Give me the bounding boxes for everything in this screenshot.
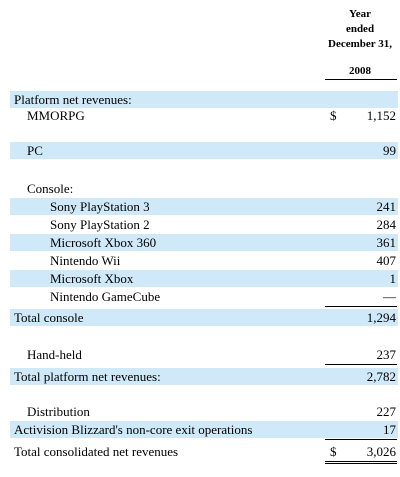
console-item-value: 284 xyxy=(376,217,397,232)
section-platform-label: Platform net revenues: xyxy=(14,92,132,107)
total-consolidated-value: 3,026 xyxy=(366,444,396,459)
pc-value: 99 xyxy=(383,143,396,158)
console-item-label: Sony PlayStation 2 xyxy=(50,217,150,232)
total-console-label: Total console xyxy=(14,310,84,325)
row-band xyxy=(10,421,398,438)
row-band xyxy=(10,198,398,215)
section-console-label: Console: xyxy=(27,181,74,196)
console-item-label: Nintendo Wii xyxy=(50,253,121,268)
console-item-label: Sony PlayStation 3 xyxy=(50,199,150,214)
row-band xyxy=(10,142,398,159)
pc-label: PC xyxy=(27,143,43,158)
console-item-label: Microsoft Xbox xyxy=(50,271,134,286)
handheld-label: Hand-held xyxy=(27,347,82,362)
console-item-value: 1 xyxy=(389,271,397,286)
console-item-value: 241 xyxy=(376,199,397,214)
console-item-value: — xyxy=(383,289,396,304)
total-platform-label: Total platform net revenues: xyxy=(14,369,161,384)
row-band xyxy=(10,368,398,385)
grand-total-double-rule xyxy=(325,461,397,464)
mmorpg-label: MMORPG xyxy=(27,108,85,123)
distribution-value: 227 xyxy=(376,404,397,419)
console-item-value: 407 xyxy=(376,253,397,268)
row-band xyxy=(10,270,398,287)
mmorpg-value: 1,152 xyxy=(366,108,396,123)
noncore-label: Activision Blizzard's non-core exit oper… xyxy=(14,422,253,437)
header-year: Year xyxy=(349,8,371,20)
row-band xyxy=(10,91,398,108)
handheld-value: 237 xyxy=(376,347,397,362)
subtotal-rule xyxy=(325,306,397,307)
total-console-value: 1,294 xyxy=(366,310,396,325)
total-consolidated-label: Total consolidated net revenues xyxy=(14,444,179,459)
header-underline xyxy=(325,79,397,80)
console-item-value: 361 xyxy=(376,235,397,250)
row-band xyxy=(10,234,398,251)
noncore-value: 17 xyxy=(383,422,396,437)
header-year-value: 2008 xyxy=(349,65,371,77)
distribution-label: Distribution xyxy=(27,404,90,419)
header-ended: ended xyxy=(345,23,375,35)
total-consolidated-dollar: $ xyxy=(330,444,337,459)
subtotal-rule xyxy=(325,439,397,440)
subtotal-rule xyxy=(325,364,397,365)
header-date: December 31, xyxy=(328,38,392,50)
console-item-label: Nintendo GameCube xyxy=(50,289,161,304)
total-platform-value: 2,782 xyxy=(366,369,396,384)
mmorpg-dollar: $ xyxy=(330,108,337,123)
console-item-label: Microsoft Xbox 360 xyxy=(50,235,157,250)
row-band xyxy=(10,309,398,326)
